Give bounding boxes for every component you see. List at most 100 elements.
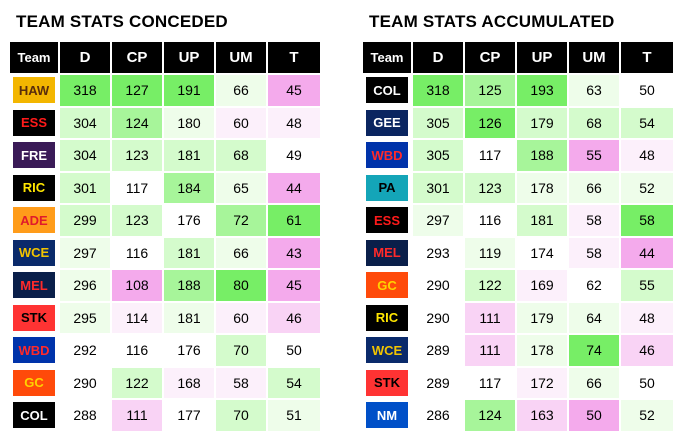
stat-cell-d: 304 [60, 107, 112, 138]
team-cell: MEL [10, 270, 60, 301]
stat-cell-um: 66 [216, 75, 268, 106]
stat-cell-um: 80 [216, 270, 268, 301]
table-row: GC 290 122 168 58 54 [10, 365, 320, 398]
stat-cell-up: 181 [517, 205, 569, 236]
stat-cell-cp: 123 [112, 140, 164, 171]
stat-cell-t: 61 [268, 205, 320, 236]
stat-cell-cp: 125 [465, 75, 517, 106]
stat-cell-t: 48 [268, 107, 320, 138]
stat-cell-t: 50 [621, 367, 673, 398]
stat-cell-d: 297 [60, 237, 112, 268]
stat-cell-t: 50 [621, 75, 673, 106]
stat-cell-t: 58 [621, 205, 673, 236]
stat-cell-up: 188 [517, 140, 569, 171]
team-badge: RIC [366, 304, 408, 331]
stat-cell-d: 293 [413, 237, 465, 268]
table-row: FRE 304 123 181 68 49 [10, 138, 320, 171]
stat-cell-cp: 122 [465, 270, 517, 301]
table-row: HAW 318 127 191 66 45 [10, 73, 320, 106]
stat-cell-up: 176 [164, 205, 216, 236]
stat-cell-up: 179 [517, 107, 569, 138]
stat-cell-d: 290 [413, 270, 465, 301]
team-cell: WBD [10, 335, 60, 366]
stat-cell-t: 52 [621, 400, 673, 431]
stat-cell-d: 301 [413, 172, 465, 203]
stat-cell-d: 289 [413, 335, 465, 366]
stat-cell-d: 305 [413, 107, 465, 138]
team-badge: PA [366, 174, 408, 201]
stat-cell-d: 296 [60, 270, 112, 301]
stat-cell-um: 55 [569, 140, 621, 171]
table-row: GEE 305 126 179 68 54 [363, 105, 673, 138]
stat-cell-d: 289 [413, 367, 465, 398]
team-cell: GEE [363, 107, 413, 138]
accumulated-rows: COL 318 125 193 63 50 GEE 305 126 179 68 54 WBD 305 11… [363, 73, 673, 431]
table-row: ESS 297 116 181 58 58 [363, 203, 673, 236]
stat-cell-d: 301 [60, 172, 112, 203]
team-badge: NM [366, 402, 408, 429]
stat-cell-up: 177 [164, 400, 216, 431]
stat-cell-t: 44 [621, 237, 673, 268]
stat-cell-t: 48 [621, 140, 673, 171]
stat-cell-t: 46 [621, 335, 673, 366]
stat-cell-up: 191 [164, 75, 216, 106]
team-badge: COL [13, 402, 55, 429]
stat-cell-up: 181 [164, 302, 216, 333]
stat-cell-um: 74 [569, 335, 621, 366]
stat-cell-cp: 126 [465, 107, 517, 138]
stat-cell-cp: 124 [465, 400, 517, 431]
stat-cell-cp: 111 [465, 335, 517, 366]
table-row: MEL 293 119 174 58 44 [363, 235, 673, 268]
team-cell: FRE [10, 140, 60, 171]
team-cell: ADE [10, 205, 60, 236]
team-badge: WCE [366, 337, 408, 364]
stat-cell-cp: 108 [112, 270, 164, 301]
table-row: MEL 296 108 188 80 45 [10, 268, 320, 301]
stat-cell-d: 318 [413, 75, 465, 106]
stat-cell-cp: 119 [465, 237, 517, 268]
stat-cell-up: 179 [517, 302, 569, 333]
team-badge: ADE [13, 207, 55, 234]
team-cell: ESS [363, 205, 413, 236]
table-row: RIC 290 111 179 64 48 [363, 300, 673, 333]
stat-cell-um: 58 [569, 205, 621, 236]
header-team: Team [10, 42, 60, 73]
team-cell: PA [363, 172, 413, 203]
stat-cell-cp: 111 [465, 302, 517, 333]
stat-cell-t: 54 [268, 367, 320, 398]
team-badge: MEL [13, 272, 55, 299]
stat-cell-d: 288 [60, 400, 112, 431]
team-cell: GC [10, 367, 60, 398]
table-row: WBD 305 117 188 55 48 [363, 138, 673, 171]
stat-cell-cp: 122 [112, 367, 164, 398]
stat-cell-d: 305 [413, 140, 465, 171]
stat-cell-t: 48 [621, 302, 673, 333]
stat-cell-d: 292 [60, 335, 112, 366]
stat-cell-up: 178 [517, 172, 569, 203]
stat-cell-d: 297 [413, 205, 465, 236]
stat-cell-cp: 127 [112, 75, 164, 106]
stat-cell-d: 299 [60, 205, 112, 236]
team-cell: NM [363, 400, 413, 431]
header-t: T [621, 42, 673, 73]
team-cell: STK [10, 302, 60, 333]
stat-cell-cp: 117 [465, 367, 517, 398]
table-row: RIC 301 117 184 65 44 [10, 170, 320, 203]
stat-cell-up: 180 [164, 107, 216, 138]
stat-cell-up: 168 [164, 367, 216, 398]
table-row: WBD 292 116 176 70 50 [10, 333, 320, 366]
team-badge: GEE [366, 109, 408, 136]
stat-cell-cp: 111 [112, 400, 164, 431]
table-row: COL 288 111 177 70 51 [10, 398, 320, 431]
stat-cell-um: 70 [216, 400, 268, 431]
table-row: ESS 304 124 180 60 48 [10, 105, 320, 138]
stat-cell-um: 64 [569, 302, 621, 333]
accumulated-title: TEAM STATS ACCUMULATED [369, 12, 615, 31]
conceded-header: Team D CP UP UM T [10, 42, 320, 73]
header-d: D [413, 42, 465, 73]
stat-cell-t: 43 [268, 237, 320, 268]
stat-cell-um: 70 [216, 335, 268, 366]
team-badge: WCE [13, 239, 55, 266]
stat-cell-um: 66 [569, 172, 621, 203]
stat-cell-t: 54 [621, 107, 673, 138]
